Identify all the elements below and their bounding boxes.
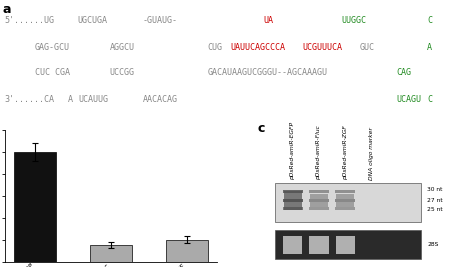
Bar	[310, 236, 328, 254]
Text: 3'......CA: 3'......CA	[5, 95, 55, 104]
Bar	[309, 190, 329, 193]
Text: CUG: CUG	[208, 43, 223, 52]
Text: 27 nt: 27 nt	[427, 198, 443, 203]
Bar	[283, 199, 303, 202]
Bar	[309, 207, 329, 210]
Bar	[309, 199, 329, 202]
Bar	[283, 207, 303, 210]
Bar	[283, 190, 303, 193]
Bar	[275, 230, 421, 259]
Bar	[335, 207, 356, 210]
Text: A: A	[68, 95, 73, 104]
Text: UCGUUUCA: UCGUUUCA	[302, 43, 342, 52]
Text: GACAUAAGUCGGGU--AGCAAAGU: GACAUAAGUCGGGU--AGCAAAGU	[208, 68, 328, 77]
Text: c: c	[257, 122, 264, 135]
Text: 28S: 28S	[427, 242, 438, 247]
Text: GAG-GCU: GAG-GCU	[35, 43, 70, 52]
Text: UGCUGA: UGCUGA	[77, 16, 107, 25]
Text: C: C	[427, 95, 432, 104]
Text: pDsRed-amiR-ZGF: pDsRed-amiR-ZGF	[343, 125, 348, 180]
Text: -GUAUG-: -GUAUG-	[143, 16, 177, 25]
Bar	[166, 240, 208, 262]
Text: 5'......UG: 5'......UG	[5, 16, 55, 25]
Text: pDsRed-amiR-EGFP: pDsRed-amiR-EGFP	[290, 122, 295, 180]
Text: UCAGU: UCAGU	[396, 95, 421, 104]
Text: CUC CGA: CUC CGA	[35, 68, 70, 77]
Text: a: a	[2, 3, 11, 16]
Bar	[90, 245, 132, 262]
Bar	[283, 191, 302, 210]
Text: 25 nt: 25 nt	[427, 207, 443, 212]
Bar	[336, 236, 355, 254]
Text: CAG: CAG	[396, 68, 411, 77]
Text: UCAUUG: UCAUUG	[79, 95, 109, 104]
Text: C: C	[427, 16, 432, 25]
Text: UUGGC: UUGGC	[341, 16, 366, 25]
Text: UCCGG: UCCGG	[110, 68, 135, 77]
Text: AACACAG: AACACAG	[143, 95, 177, 104]
Bar	[283, 236, 302, 254]
Text: A: A	[427, 43, 432, 52]
Bar	[275, 183, 421, 222]
Text: AGGCU: AGGCU	[110, 43, 135, 52]
Bar	[335, 190, 356, 193]
Bar	[14, 152, 56, 262]
Bar	[310, 194, 328, 207]
Text: pDsRed-amiR-Fluc: pDsRed-amiR-Fluc	[317, 125, 321, 180]
Text: DNA oligo marker: DNA oligo marker	[369, 127, 374, 180]
Text: 30 nt: 30 nt	[427, 187, 443, 192]
Text: UA: UA	[264, 16, 274, 25]
Bar	[336, 194, 355, 207]
Text: GUC: GUC	[360, 43, 374, 52]
Bar	[335, 199, 356, 202]
Text: UAUUCAGCCCA: UAUUCAGCCCA	[231, 43, 286, 52]
